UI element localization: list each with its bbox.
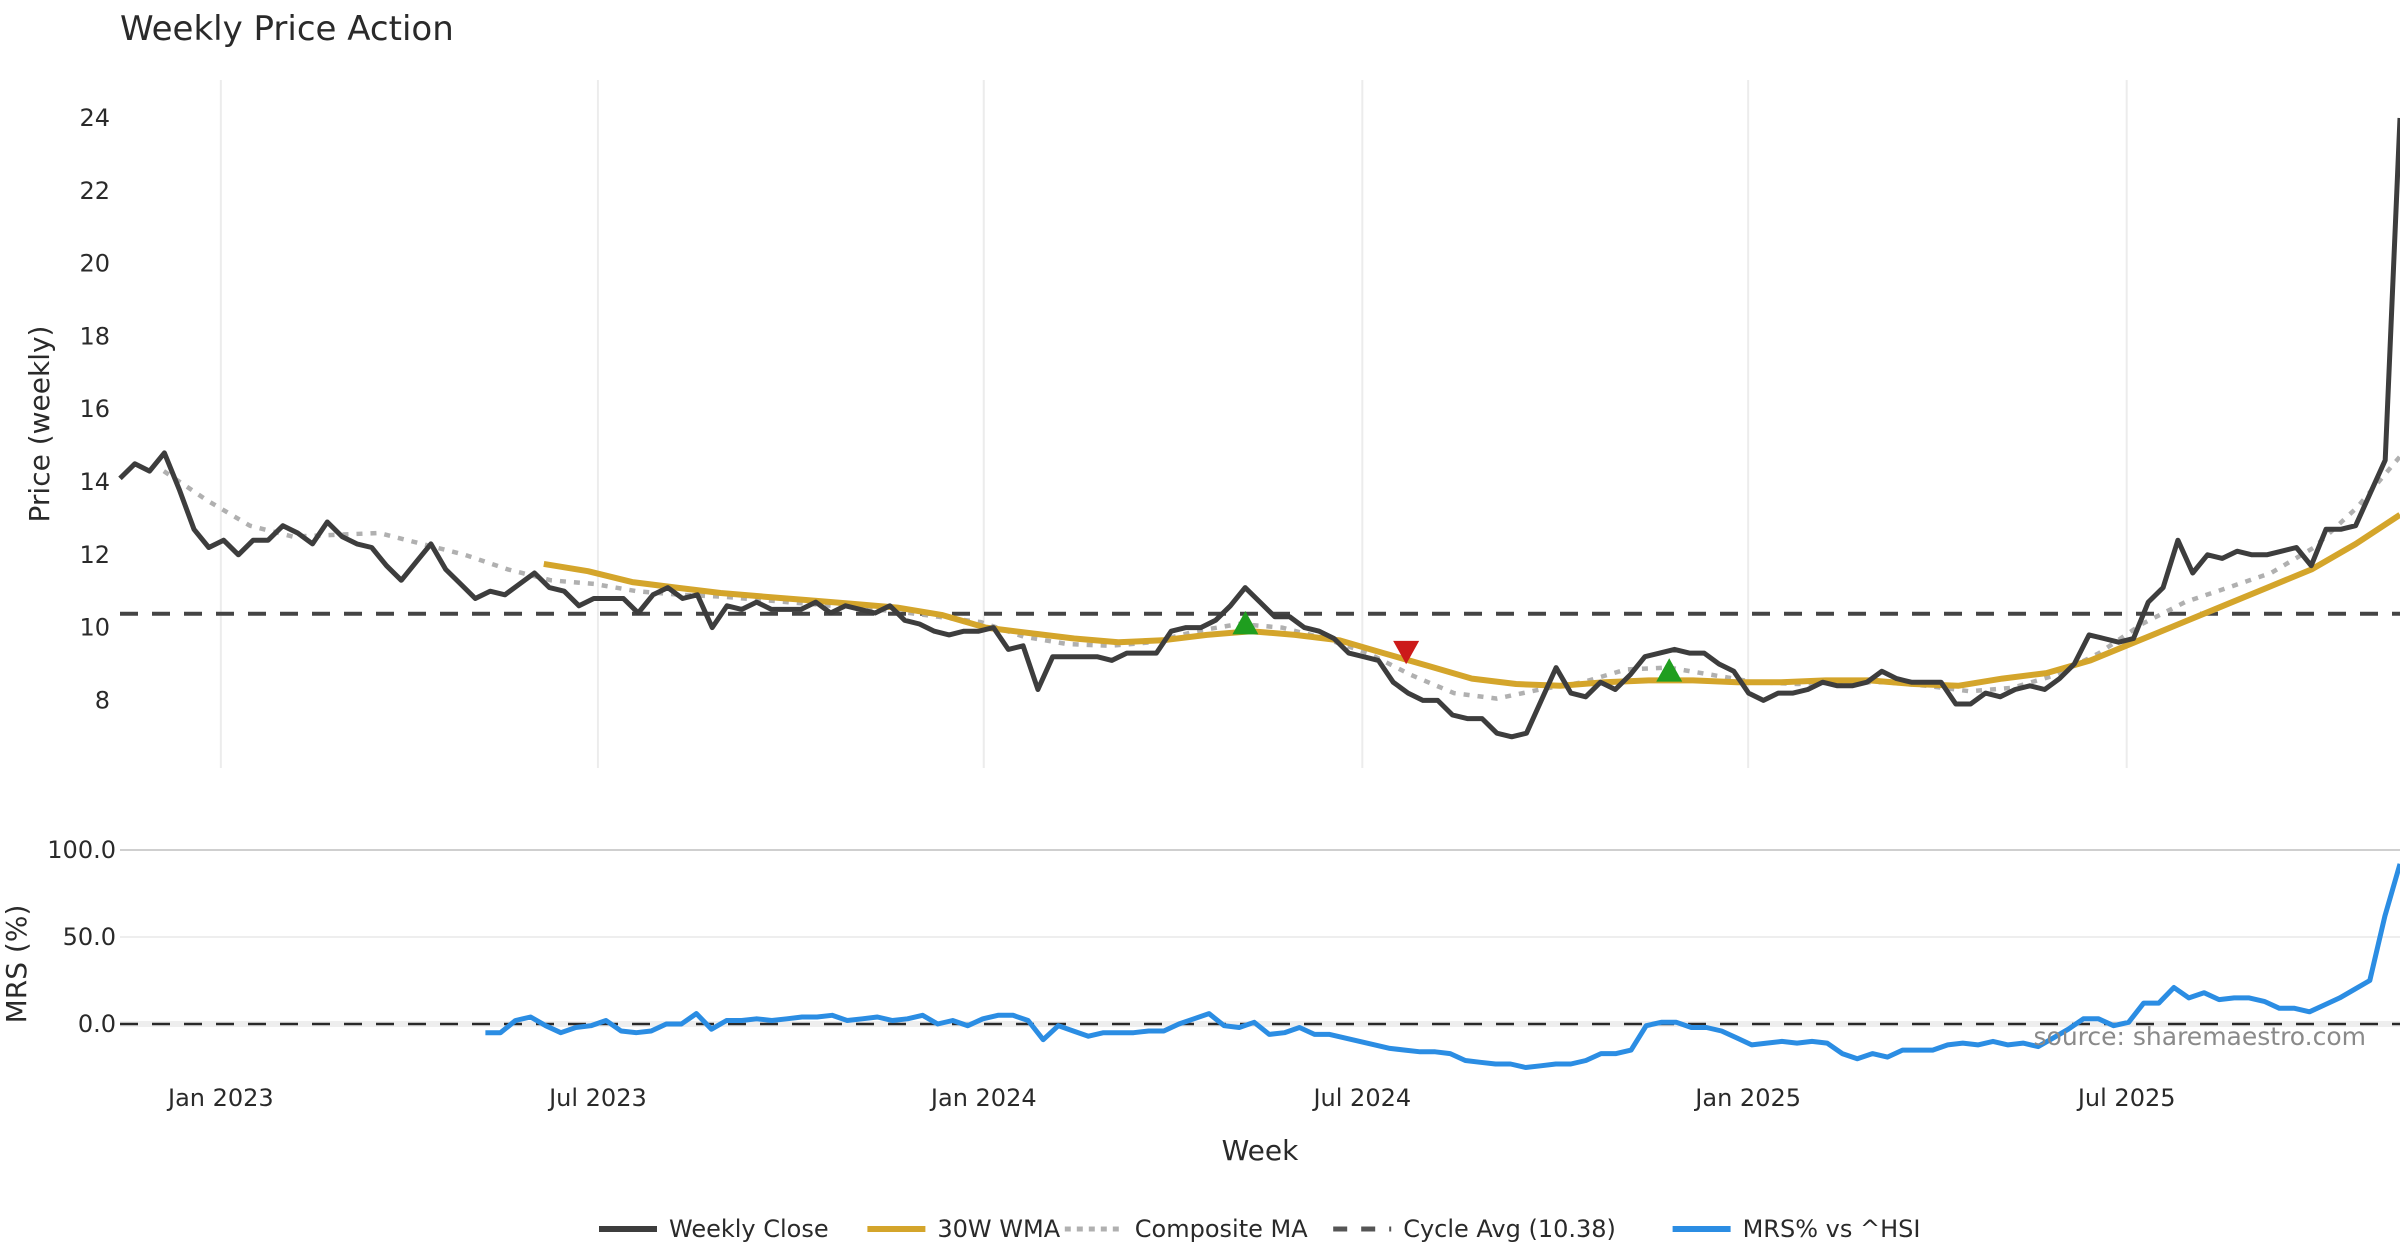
mrs-y-tick-label: 0.0 [78, 1010, 116, 1038]
price-y-tick-label: 18 [79, 322, 110, 350]
mrs-y-ticks: 0.0 50.0 100.0 [47, 836, 116, 1038]
legend-label: 30W WMA [937, 1215, 1060, 1243]
legend: Weekly Close 30W WMA Composite MA Cycle Avg… [599, 1215, 1920, 1243]
price-y-tick-label: 12 [79, 541, 110, 569]
price-y-tick-label: 14 [79, 468, 110, 496]
price-y-tick-label: 22 [79, 177, 110, 205]
price-y-tick-label: 10 [79, 614, 110, 642]
x-tick-label: Jan 2025 [1693, 1084, 1801, 1112]
legend-item: Cycle Avg (10.38) [1333, 1215, 1616, 1243]
x-tick-label: Jul 2023 [547, 1084, 647, 1112]
signal-markers [1232, 610, 1683, 682]
price-y-tick-label: 20 [79, 250, 110, 278]
price-gridlines [219, 80, 2128, 768]
x-tick-label: Jul 2024 [1311, 1084, 1411, 1112]
price-y-tick-label: 8 [95, 686, 110, 714]
mrs-series [120, 863, 2400, 1070]
mrs-y-tick-label: 100.0 [47, 836, 116, 864]
price-y-tick-label: 24 [79, 104, 110, 132]
weekly-close-line [118, 117, 2400, 740]
buy-signal-marker [1656, 658, 1683, 682]
legend-label: Weekly Close [669, 1215, 829, 1243]
x-tick-label: Jul 2025 [2076, 1084, 2176, 1112]
chart-title: Weekly Price Action [120, 9, 454, 49]
legend-label: MRS% vs ^HSI [1743, 1215, 1921, 1243]
legend-item: 30W WMA [867, 1215, 1061, 1243]
x-tick-label: Jan 2023 [166, 1084, 274, 1112]
source-watermark: source: sharemaestro.com [2034, 1022, 2367, 1051]
mrs-vs-hsi-line [485, 863, 2400, 1070]
legend-label: Cycle Avg (10.38) [1403, 1215, 1616, 1243]
x-tick-label: Jan 2024 [929, 1084, 1037, 1112]
legend-item: Weekly Close [599, 1215, 829, 1243]
legend-item: MRS% vs ^HSI [1672, 1215, 1921, 1243]
30w-wma-line [543, 512, 2400, 689]
legend-label: Composite MA [1135, 1215, 1308, 1243]
buy-signal-marker [1232, 610, 1259, 635]
price-y-tick-label: 16 [79, 395, 110, 423]
mrs-gridlines [120, 849, 2400, 1027]
mrs-y-tick-label: 50.0 [63, 923, 116, 951]
composite-ma-line [162, 455, 2400, 701]
price-series [118, 117, 2400, 740]
x-ticks: Jan 2023 Jul 2023 Jan 2024 Jul 2024 Jan 2025… [166, 1084, 2176, 1112]
sell-signal-marker [1393, 640, 1420, 665]
x-axis-label: Week [1222, 1134, 1299, 1167]
legend-item: Composite MA [1064, 1215, 1308, 1243]
price-y-axis-label: Price (weekly) [23, 326, 56, 523]
price-y-ticks: 8 10 12 14 16 18 20 22 24 [79, 104, 110, 714]
mrs-y-axis-label: MRS (%) [0, 905, 33, 1024]
